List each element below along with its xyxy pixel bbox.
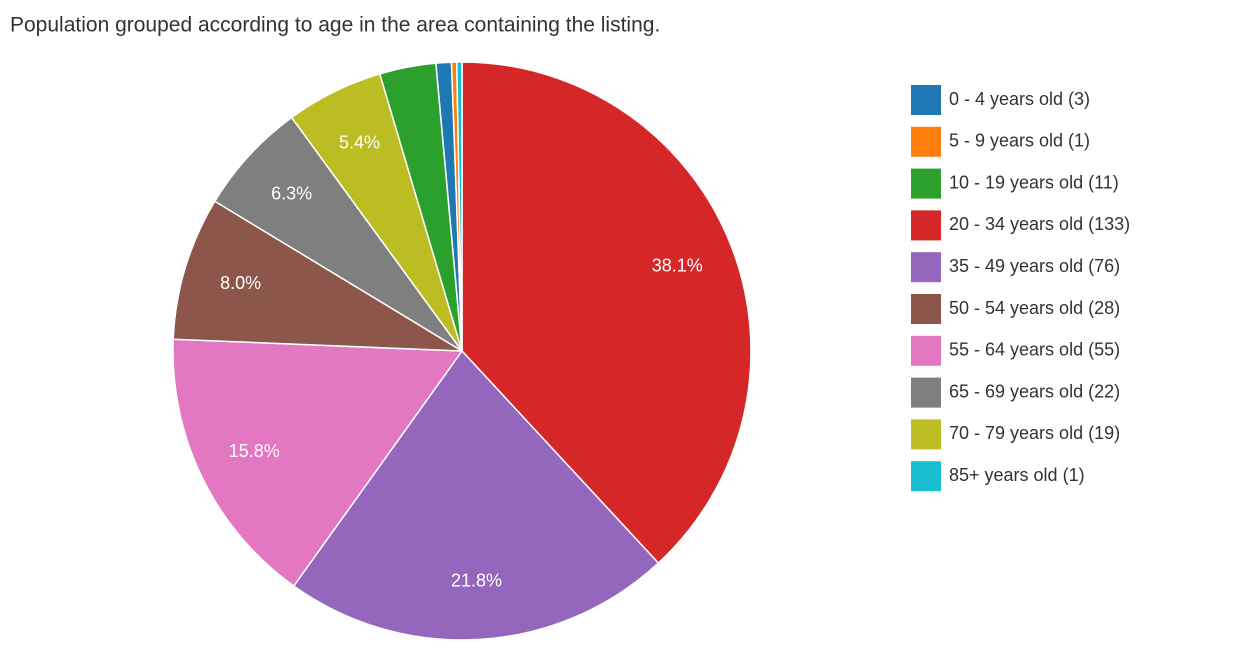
legend-swatch	[911, 377, 941, 408]
legend-swatch	[911, 85, 941, 115]
pie-slice	[455, 61, 463, 352]
legend-swatch	[911, 252, 941, 283]
slice-label: 15.8%	[229, 441, 280, 461]
legend-swatch	[911, 335, 941, 366]
legend-label: 55 - 64 years old (55)	[949, 340, 1120, 360]
slice-label: 6.3%	[271, 183, 312, 203]
legend-label: 65 - 69 years old (22)	[949, 381, 1120, 401]
legend-swatch	[911, 168, 941, 199]
pie-slice	[292, 349, 660, 641]
chart-title: Population grouped according to age in t…	[10, 14, 660, 37]
slice-label: 38.1%	[652, 255, 703, 275]
slice-label: 8.0%	[220, 273, 261, 293]
legend-swatch	[911, 419, 941, 450]
pie-slice	[172, 338, 464, 588]
legend-label: 5 - 9 years old (1)	[949, 131, 1090, 151]
slice-label: 21.8%	[451, 570, 502, 590]
pie-slice	[213, 116, 463, 352]
legend-swatch	[911, 294, 941, 324]
legend-label: 50 - 54 years old (28)	[949, 298, 1120, 318]
legend-label: 35 - 49 years old (76)	[949, 256, 1120, 276]
legend-label: 20 - 34 years old (133)	[949, 214, 1130, 234]
legend-label: 85+ years old (1)	[949, 465, 1085, 485]
legend-label: 70 - 79 years old (19)	[949, 423, 1120, 443]
pie-slice	[461, 61, 752, 565]
legend-swatch	[911, 461, 941, 492]
legend-swatch	[911, 210, 941, 241]
legend-label: 10 - 19 years old (11)	[949, 172, 1119, 192]
slice-label: 5.4%	[339, 133, 380, 153]
legend-label: 0 - 4 years old (3)	[949, 89, 1090, 109]
legend-swatch	[911, 126, 941, 157]
pie-slice	[172, 200, 463, 352]
